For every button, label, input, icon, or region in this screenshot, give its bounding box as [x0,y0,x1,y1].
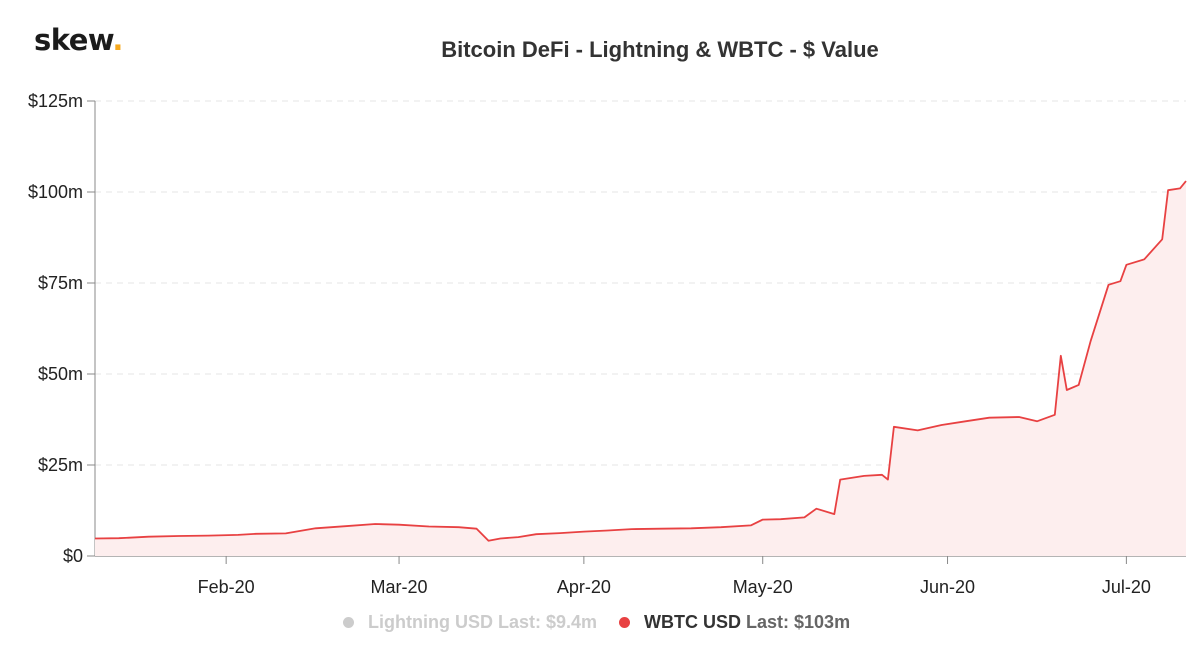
legend-marker-wbtc [619,616,630,628]
y-axis: $0 $25m $50m $75m $100m $125m [28,91,96,566]
x-tick-label: Mar-20 [371,577,428,597]
legend-label-lightning: Lightning USD [368,612,493,632]
y-tick-label: $100m [28,182,83,202]
legend-last-lightning: Last: $9.4m [498,612,598,632]
legend-last-wbtc: Last: $103m [746,612,851,632]
x-tick-label: Apr-20 [557,577,611,597]
x-tick-label: Jun-20 [920,577,975,597]
y-tick-label: $50m [38,364,83,384]
wbtc-series-line[interactable] [94,180,1187,542]
y-tick-label: $125m [28,91,83,111]
series-layer[interactable] [94,180,1187,556]
chart-legend: Lightning USD Last: $9.4m WBTC USD Last:… [0,612,1200,638]
chart-area[interactable]: $0 $25m $50m $75m $100m $125m Feb-20 Mar-20 Apr… [0,0,1200,600]
x-tick-label: Jul-20 [1102,577,1151,597]
y-tick-label: $25m [38,455,83,475]
x-tick-label: Feb-20 [198,577,255,597]
x-tick-label: May-20 [733,577,793,597]
legend-marker-lightning [343,616,354,628]
legend-item-lightning[interactable]: Lightning USD Last: $9.4m [343,612,597,633]
grid-lines [95,100,1186,466]
skew-logo: skew. [34,23,123,57]
x-axis: Feb-20 Mar-20 Apr-20 May-20 Jun-20 Jul-20 [95,555,1186,597]
legend-item-wbtc[interactable]: WBTC USD Last: $103m [619,612,851,633]
legend-label-wbtc: WBTC USD [644,612,741,632]
chart-title: Bitcoin DeFi - Lightning & WBTC - $ Valu… [441,37,879,62]
y-tick-label: $0 [63,546,83,566]
logo-dot: . [112,23,123,57]
wbtc-area-fill [95,181,1186,556]
y-tick-label: $75m [38,273,83,293]
